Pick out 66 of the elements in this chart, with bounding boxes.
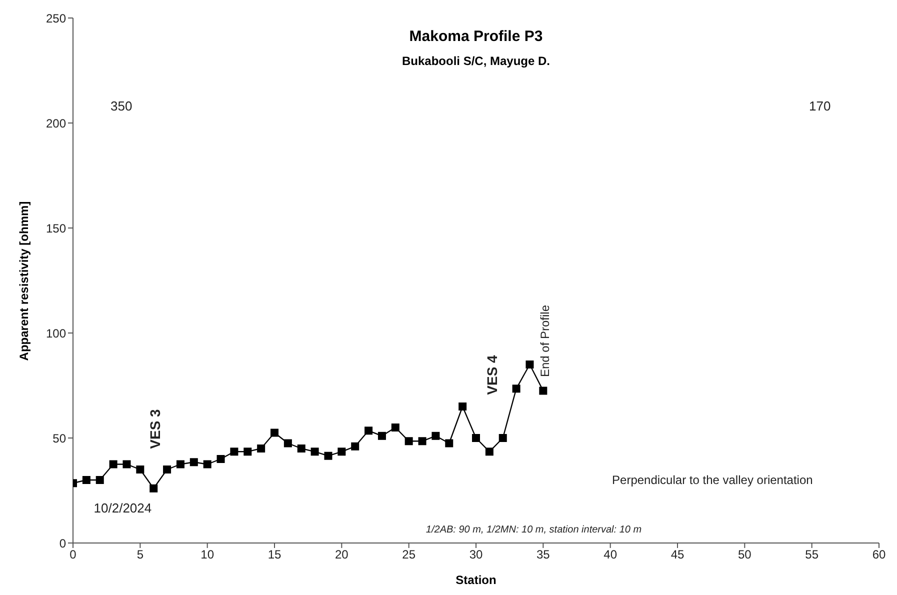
y-tick-label: 0 xyxy=(59,536,66,550)
x-tick-label: 15 xyxy=(268,548,282,562)
point xyxy=(257,444,266,452)
y-tick-label: 150 xyxy=(46,221,66,236)
point xyxy=(284,439,292,448)
annotation: 350 xyxy=(110,98,132,114)
point xyxy=(378,432,386,440)
annotation: 1/2AB: 90 m, 1/2MN: 10 m, station interval: 10 m xyxy=(426,524,642,536)
x-tick-label: 35 xyxy=(536,548,550,562)
point xyxy=(203,460,212,468)
point xyxy=(122,460,131,468)
x-tick-label: 20 xyxy=(334,548,349,562)
x-axis-title: Station xyxy=(454,573,498,587)
point xyxy=(512,384,520,393)
point xyxy=(485,448,494,456)
x-tick-label: 40 xyxy=(604,548,618,562)
point xyxy=(310,448,319,456)
point xyxy=(109,460,118,468)
x-tick-label: 50 xyxy=(738,548,752,562)
y-tick-label: 200 xyxy=(46,116,66,130)
point xyxy=(324,452,332,460)
x-tick-label: 45 xyxy=(670,548,684,562)
point xyxy=(458,402,467,410)
point xyxy=(230,448,238,456)
point xyxy=(150,484,158,492)
y-tick-label: 100 xyxy=(46,326,66,340)
x-tick-label: 55 xyxy=(805,548,819,562)
point xyxy=(270,428,278,437)
point xyxy=(82,476,90,484)
point xyxy=(351,442,360,450)
point xyxy=(244,448,252,456)
x-tick-label: 30 xyxy=(469,548,483,562)
point xyxy=(136,466,144,474)
point xyxy=(338,448,346,456)
y-tick-label: 50 xyxy=(52,431,66,446)
point xyxy=(364,426,373,435)
point xyxy=(432,432,440,440)
point xyxy=(404,437,413,446)
annotation: VES 3 xyxy=(146,408,163,448)
x-tick-label: 25 xyxy=(402,548,416,562)
point xyxy=(391,424,400,432)
point xyxy=(418,437,426,446)
annotation: 170 xyxy=(809,98,831,114)
annotation: 10/2/2024 xyxy=(94,500,152,516)
point xyxy=(526,360,534,368)
point xyxy=(163,466,172,474)
x-tick-label: 5 xyxy=(136,548,144,562)
y-tick-label: 250 xyxy=(46,11,66,26)
point xyxy=(176,460,184,468)
x-tick-label: 60 xyxy=(872,548,886,562)
x-tick-label: 10 xyxy=(200,548,214,562)
point xyxy=(498,434,507,442)
text: Makoma Profile P3 xyxy=(408,28,544,45)
x-tick-label: 0 xyxy=(70,548,77,562)
point xyxy=(96,476,104,484)
point xyxy=(539,386,548,395)
annotation: End of Profile xyxy=(538,305,552,378)
point xyxy=(297,444,306,452)
y-axis-title: Apparent resistivity [ohmm] xyxy=(17,200,31,360)
point xyxy=(445,439,454,448)
text: Bukabooli S/C, Mayuge D. xyxy=(400,54,552,68)
point xyxy=(190,458,198,466)
annotation: Perpendicular to the valley orientation xyxy=(612,473,813,487)
point xyxy=(216,455,225,463)
annotation: VES 4 xyxy=(484,355,500,395)
point xyxy=(472,434,480,442)
